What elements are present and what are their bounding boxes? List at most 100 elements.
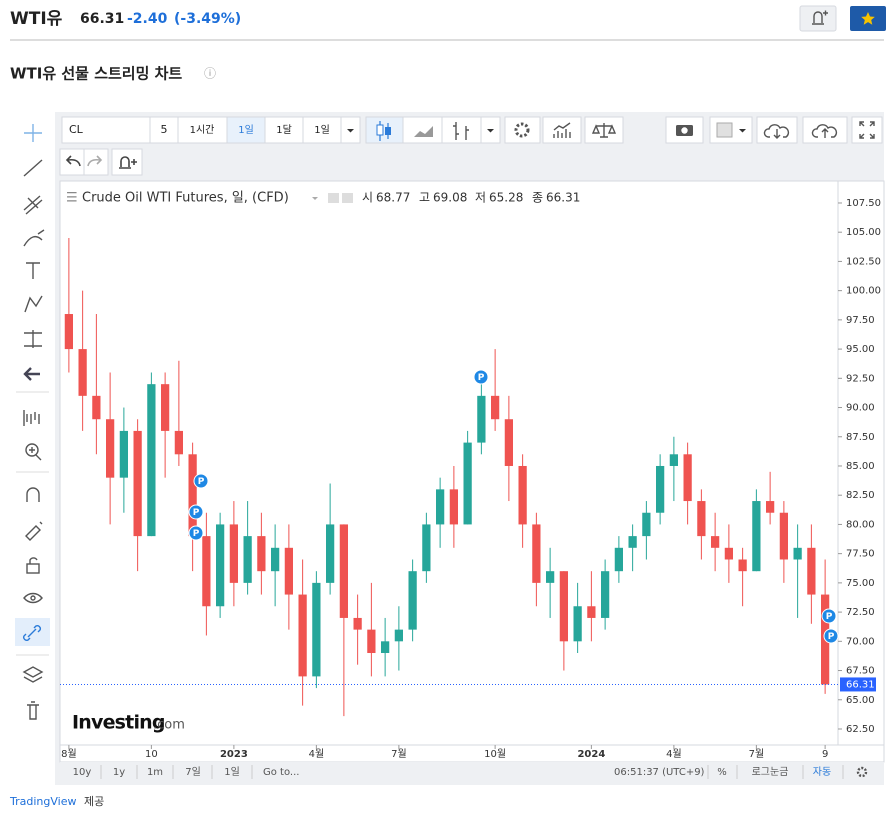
percent-toggle[interactable]: % [717, 767, 727, 778]
candle-body [284, 547, 293, 595]
plot-area [59, 180, 839, 746]
event-marker[interactable] [188, 504, 204, 520]
event-marker[interactable] [188, 525, 204, 541]
candle-body [298, 594, 307, 677]
x-tick-label: 7월 [391, 748, 407, 760]
range-button[interactable]: 1y [113, 767, 125, 778]
fullscreen-button[interactable] [851, 116, 883, 144]
candle-body [202, 536, 211, 607]
event-marker-label: P [828, 632, 835, 642]
candle-body [229, 524, 238, 583]
x-tick-label: 9 [822, 749, 828, 760]
undo-icon [65, 155, 81, 167]
settings-button[interactable] [504, 116, 541, 144]
candle-body [422, 524, 431, 572]
multiplier[interactable] [149, 116, 179, 144]
candle-body [312, 582, 321, 677]
alert-button[interactable] [799, 5, 837, 32]
y-tick-label: 95.00 [846, 344, 875, 355]
x-tick-label: 7월 [749, 748, 765, 760]
plot: 62.50 65.00 67.50 70.00 72.50 75.00 77.50 80.00… [60, 198, 881, 760]
y-tick-label: 97.50 [846, 315, 875, 326]
legend-title: Crude Oil WTI Futures, 일, (CFD) [82, 191, 289, 206]
candle-body [271, 547, 280, 572]
range-button[interactable]: 1일 [224, 766, 240, 778]
x-tick-label: 10월 [484, 748, 506, 760]
interval-button[interactable] [177, 116, 228, 144]
candle-icon [385, 127, 391, 135]
dropdown-arrow [739, 129, 746, 133]
scale-icon [591, 123, 617, 138]
candle-body [174, 430, 183, 455]
compare-button[interactable] [542, 116, 582, 144]
event-marker[interactable] [821, 608, 837, 624]
legend-high-label: 고 [419, 191, 430, 205]
y-tick-label: 67.50 [846, 666, 875, 677]
legend-open-label: 시 [362, 191, 373, 205]
candle-style-button[interactable] [365, 116, 404, 144]
auto-toggle[interactable]: 자동 [813, 766, 831, 778]
legend-dropdown [312, 197, 318, 200]
y-tick-label: 102.50 [846, 256, 881, 267]
interval-button[interactable] [264, 116, 304, 144]
candle-body [724, 547, 733, 560]
candle-body [477, 395, 486, 443]
candle-body [504, 419, 513, 466]
event-marker-label: P [193, 529, 200, 539]
camera-icon [681, 127, 688, 134]
candle-body [752, 501, 761, 572]
y-tick-label: 85.00 [846, 461, 875, 472]
y-tick-label: 62.50 [846, 724, 875, 735]
event-marker[interactable] [193, 473, 209, 489]
range-button[interactable]: 10y [73, 767, 92, 778]
goto-button[interactable]: Go to... [263, 767, 299, 778]
alert-tool[interactable] [111, 148, 143, 176]
provider-link[interactable]: TradingView [9, 795, 76, 808]
interval-text: 1시간 [190, 124, 215, 136]
legend-settings[interactable] [342, 193, 353, 203]
candle-body [216, 524, 225, 607]
y-tick-label: 92.50 [846, 373, 875, 384]
interval-button[interactable] [302, 116, 342, 144]
candle-body [394, 629, 403, 642]
event-marker[interactable] [823, 628, 839, 644]
settings-gear[interactable] [856, 766, 868, 778]
event-marker-label: P [198, 477, 205, 487]
last-price-label: 66.31 [846, 679, 875, 690]
x-tick-label: 4월 [666, 748, 682, 760]
change-pct: (-3.49%) [174, 11, 241, 27]
candle-body [161, 384, 170, 431]
cloud-download-icon [763, 124, 790, 139]
candle-body [573, 606, 582, 642]
compare-icon [553, 122, 571, 138]
provider-suffix: 제공 [84, 795, 104, 808]
watermark-suffix: .com [153, 718, 185, 733]
event-marker[interactable] [473, 369, 489, 385]
event-marker-label: P [193, 508, 200, 518]
bottom-separators [100, 765, 844, 779]
alert-icon [812, 10, 828, 25]
candle-body [738, 559, 747, 572]
range-button[interactable]: 7일 [185, 766, 201, 778]
y-tick-label: 65.00 [846, 695, 875, 706]
candle-body [106, 419, 115, 478]
redo-button[interactable] [83, 148, 109, 176]
legend-icon: ☰ [66, 191, 78, 206]
cloud-upload-icon [811, 124, 838, 138]
log-toggle[interactable]: 로그눈금 [752, 766, 789, 778]
legend-low-label: 저 [475, 191, 486, 205]
range-button[interactable]: 1m [147, 767, 163, 778]
candle-body [381, 641, 390, 654]
candle-body [326, 524, 335, 583]
candle-body [339, 524, 348, 618]
drawing-tools [23, 124, 45, 604]
undo-button[interactable] [59, 148, 85, 176]
legend-eye[interactable] [328, 193, 339, 203]
candle-body [559, 571, 568, 642]
watermark: Investing [72, 712, 165, 734]
legend-low: 65.28 [489, 191, 523, 205]
indicators-button[interactable] [441, 116, 482, 144]
star-icon [861, 12, 875, 25]
y-tick-label: 105.00 [846, 227, 881, 238]
area-style-button[interactable] [402, 116, 443, 144]
